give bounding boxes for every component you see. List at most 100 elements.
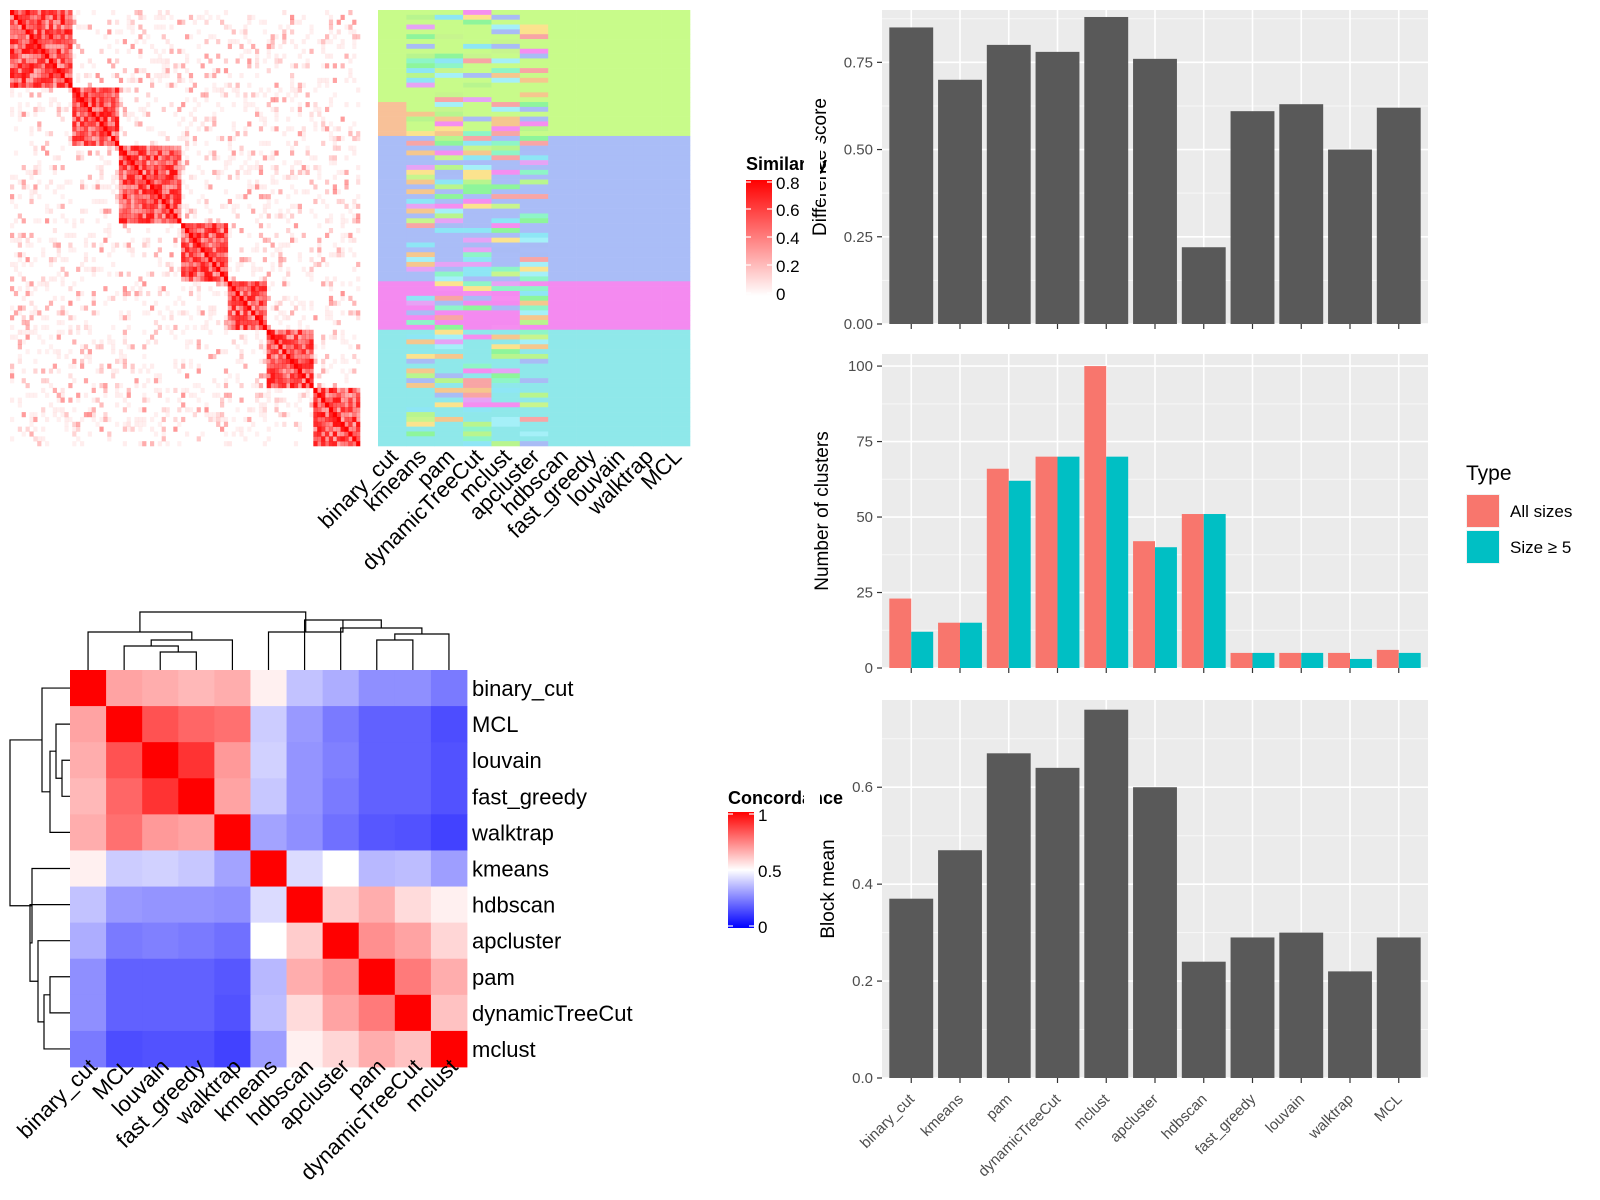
similarity-cell (325, 106, 330, 113)
similarity-cell (301, 373, 306, 379)
similarity-cell (258, 194, 264, 200)
similarity-cell (239, 257, 244, 263)
similarity-cell (344, 184, 349, 190)
similarity-cell (29, 290, 34, 297)
cluster-cell (576, 397, 606, 403)
similarity-cell (111, 324, 116, 331)
cluster-cell (491, 72, 521, 79)
similarity-cell (60, 53, 65, 59)
cluster-cell (519, 169, 549, 176)
concordance-cell (142, 814, 179, 851)
similarity-cell (115, 97, 120, 103)
cluster-cell (463, 252, 492, 258)
similarity-cell (278, 353, 283, 360)
similarity-cell (111, 106, 116, 113)
similarity-cell (126, 189, 131, 195)
cluster-cell (633, 324, 662, 331)
similarity-cell (305, 363, 310, 369)
similarity-cell (274, 421, 279, 427)
similarity-cell (313, 412, 318, 418)
similarity-cell (274, 213, 279, 219)
similarity-cell (282, 281, 287, 287)
similarity-cell (313, 373, 318, 379)
similarity-cell (266, 387, 271, 394)
similarity-cell (220, 242, 225, 248)
similarity-cell (301, 169, 306, 176)
similarity-cell (317, 247, 322, 253)
similarity-cell (122, 111, 127, 117)
similarity-cell (274, 126, 279, 132)
similarity-cell (216, 242, 221, 248)
cluster-cell (633, 155, 662, 161)
cluster-cell (576, 140, 606, 146)
similarity-cell (173, 242, 178, 248)
similarity-cell (192, 242, 197, 248)
similarity-cell (142, 383, 147, 389)
similarity-cell (134, 150, 139, 156)
similarity-cell (247, 184, 252, 190)
similarity-cell (223, 24, 229, 30)
cluster-cell (491, 339, 521, 345)
cluster-cell (548, 242, 577, 248)
similarity-cell (204, 412, 209, 418)
similarity-cell (352, 441, 357, 447)
similarity-cell (340, 63, 345, 69)
cluster-cell (491, 295, 521, 301)
similarity-cell (286, 363, 291, 369)
similarity-cell (231, 416, 236, 423)
cluster-cell (406, 334, 436, 340)
similarity-cell (192, 392, 197, 398)
similarity-cell (293, 358, 299, 364)
similarity-cell (208, 329, 213, 335)
cluster-cell (576, 116, 606, 122)
cluster-cell (604, 344, 634, 350)
similarity-cell (235, 290, 240, 297)
similarity-cell (293, 373, 299, 379)
similarity-cell (173, 189, 178, 195)
similarity-cell (185, 387, 190, 394)
cluster-cell (604, 310, 634, 316)
similarity-cell (290, 72, 295, 79)
similarity-cell (200, 257, 205, 263)
similarity-cell (33, 111, 38, 117)
cluster-cell (633, 349, 662, 355)
similarity-cell (87, 102, 92, 108)
similarity-cell (196, 14, 201, 20)
similarity-cell (192, 252, 197, 258)
concordance-dendrogram (9, 611, 450, 1050)
similarity-cell (177, 407, 182, 413)
similarity-cell (45, 24, 50, 30)
cluster-cell (519, 140, 549, 146)
similarity-cell (130, 19, 135, 25)
similarity-cell (177, 194, 182, 200)
similarity-cell (204, 257, 209, 263)
similarity-cell (286, 228, 291, 234)
similarity-cell (41, 247, 46, 253)
bar (1279, 652, 1302, 668)
similarity-cell (200, 242, 205, 248)
similarity-cell (29, 310, 34, 316)
similarity-cell (321, 63, 326, 69)
similarity-cell (95, 126, 100, 132)
cluster-cell (633, 397, 662, 403)
similarity-cell (17, 397, 22, 403)
cluster-cell (576, 295, 606, 301)
similarity-cell (165, 194, 170, 200)
cluster-cell (604, 97, 634, 103)
similarity-cell (243, 29, 248, 35)
similarity-cell (41, 281, 46, 287)
similarity-cell (185, 145, 190, 151)
similarity-cell (115, 121, 120, 127)
bar (1376, 107, 1421, 324)
similarity-cell (278, 242, 283, 248)
similarity-cell (146, 126, 151, 132)
similarity-cell (290, 358, 295, 364)
similarity-cell (286, 334, 291, 340)
cluster-cell (576, 102, 606, 108)
similarity-cell (95, 218, 100, 224)
similarity-cell (80, 87, 85, 93)
cluster-cell (548, 169, 577, 176)
similarity-cell (118, 218, 124, 224)
y-axis-title: Difference score (810, 98, 831, 236)
similarity-cell (321, 431, 326, 437)
